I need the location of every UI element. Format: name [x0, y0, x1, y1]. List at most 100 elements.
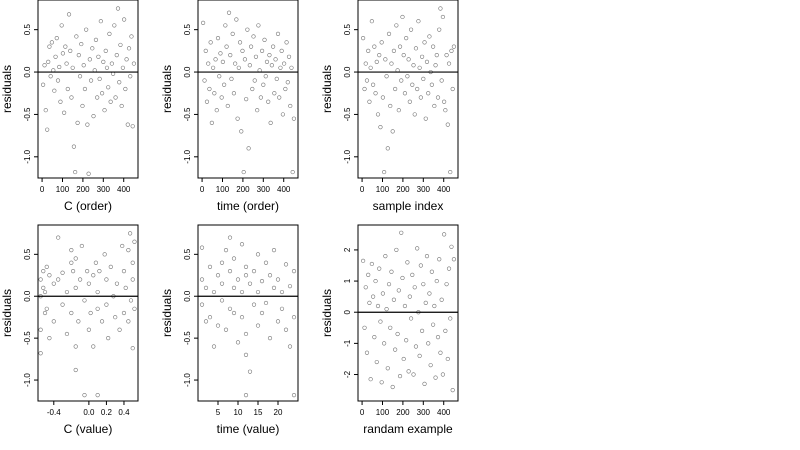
data-point	[279, 289, 285, 295]
data-point	[259, 279, 265, 284]
data-point	[43, 108, 48, 113]
data-point	[391, 48, 397, 53]
data-point	[47, 336, 52, 341]
data-point	[227, 306, 233, 311]
data-point	[442, 232, 447, 237]
data-point	[66, 12, 72, 17]
data-point	[251, 268, 257, 274]
data-point	[95, 306, 100, 311]
data-point	[227, 235, 233, 240]
data-point	[273, 57, 278, 62]
data-point	[363, 285, 368, 290]
data-point	[277, 95, 282, 100]
data-point	[393, 347, 398, 352]
data-point	[366, 48, 371, 53]
data-point	[255, 289, 261, 295]
data-point	[90, 46, 95, 51]
data-point	[390, 129, 395, 134]
data-point	[290, 169, 295, 175]
data-point	[207, 86, 212, 92]
data-point	[60, 270, 65, 275]
data-point	[218, 51, 223, 56]
data-point	[120, 65, 125, 70]
data-point	[275, 277, 281, 282]
plot-frame	[37, 224, 139, 402]
data-point	[80, 103, 85, 109]
data-point	[239, 315, 245, 320]
data-point	[108, 264, 113, 270]
data-point	[263, 260, 269, 265]
data-point	[118, 42, 123, 48]
data-point	[101, 59, 106, 64]
y-axis-label: residuals	[320, 65, 334, 113]
data-point	[106, 336, 111, 341]
data-point	[215, 273, 221, 278]
data-point	[126, 319, 131, 324]
x-tick-label: 100	[376, 408, 390, 417]
data-point	[207, 315, 213, 320]
x-tick-label: 400	[437, 185, 451, 194]
data-point	[95, 393, 100, 398]
data-point	[291, 116, 297, 121]
x-axis-label: C (value)	[64, 422, 113, 436]
data-point	[396, 288, 401, 293]
data-point	[445, 122, 450, 127]
data-point	[102, 108, 107, 113]
y-axis-label: residuals	[320, 289, 334, 337]
data-point	[267, 336, 273, 341]
data-point	[91, 344, 96, 349]
data-point	[394, 23, 399, 28]
data-point	[253, 54, 259, 59]
data-point	[247, 369, 253, 374]
y-tick-label: 0	[343, 309, 352, 314]
data-point	[224, 44, 229, 49]
x-axis-label: randam example	[363, 422, 453, 436]
data-point	[217, 74, 222, 79]
data-point	[48, 74, 53, 79]
data-point	[42, 63, 47, 68]
data-point	[239, 242, 245, 247]
data-point	[229, 76, 234, 81]
data-point	[375, 303, 381, 309]
y-tick-label: -1.0	[183, 373, 192, 387]
data-point	[411, 63, 416, 68]
data-point	[379, 380, 384, 385]
x-tick-label: 100	[376, 185, 390, 194]
data-point	[411, 372, 416, 377]
data-point	[239, 289, 245, 295]
data-point	[369, 261, 374, 267]
data-point	[367, 99, 372, 104]
data-point	[434, 278, 439, 284]
data-point	[429, 82, 434, 87]
y-tick-label: 0.5	[23, 248, 32, 260]
data-point	[82, 86, 88, 92]
data-point	[57, 64, 62, 70]
x-tick-label: 300	[257, 185, 271, 194]
data-point	[259, 48, 265, 53]
data-point	[213, 57, 218, 62]
data-point	[361, 258, 366, 263]
x-tick-label: 200	[396, 408, 410, 417]
data-point	[437, 27, 442, 32]
data-point	[93, 37, 99, 42]
data-point	[59, 23, 64, 28]
x-tick-label: 15	[254, 408, 263, 417]
residual-panel-3: 0 100 200 300 400 -1.0 -0.5 0.0 0.5 sample index r…	[320, 0, 459, 213]
data-point	[271, 248, 277, 253]
data-point	[86, 327, 91, 332]
data-point	[388, 103, 393, 109]
residual-panel-4: -0.4 0.0 0.2 0.4 -1.0 -0.5 0.0 0.5 C (value) resi…	[0, 224, 139, 436]
residual-panel-5: 5 10 15 20 -1.0 -0.5 0.0 0.5 time (value) residua…	[160, 224, 299, 436]
data-point	[395, 331, 400, 337]
data-point	[231, 310, 237, 316]
data-point	[199, 277, 205, 282]
data-point	[207, 264, 213, 270]
data-point	[56, 235, 61, 240]
data-point	[373, 278, 378, 284]
data-point	[449, 48, 454, 53]
data-point	[450, 387, 455, 393]
data-point	[91, 273, 96, 278]
data-point	[382, 169, 387, 175]
data-point	[211, 289, 217, 295]
